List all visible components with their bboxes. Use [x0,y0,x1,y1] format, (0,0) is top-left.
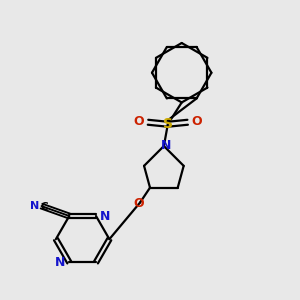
Text: O: O [134,115,144,128]
Text: N: N [100,209,110,223]
Text: S: S [163,117,173,131]
Text: N: N [55,256,65,269]
Text: C: C [41,202,48,212]
Text: O: O [134,197,144,210]
Text: N: N [161,139,171,152]
Text: N: N [30,201,40,211]
Text: O: O [192,115,202,128]
